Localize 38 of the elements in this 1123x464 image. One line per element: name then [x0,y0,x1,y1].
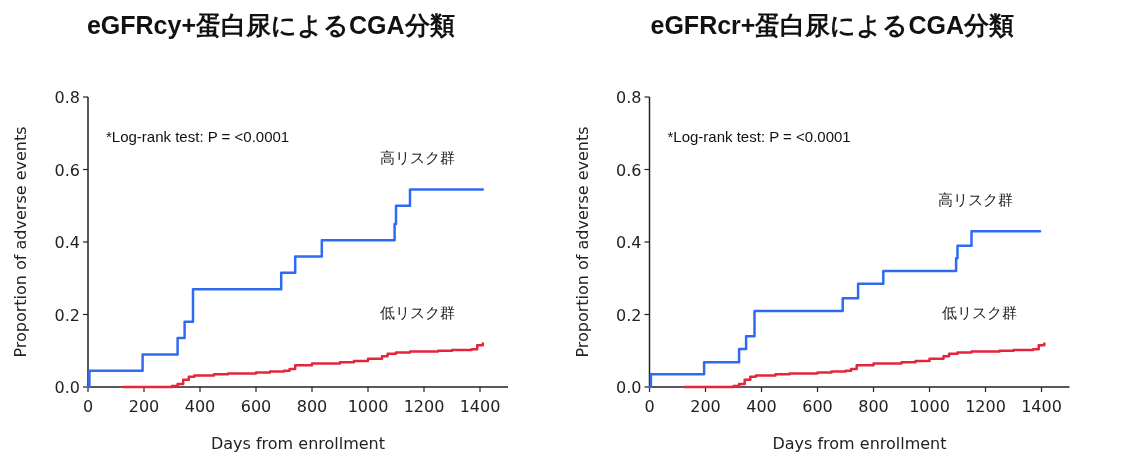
x-tick-label: 400 [184,397,216,416]
x-tick-label: 0 [644,397,655,416]
x-tick-label: 1000 [347,397,389,416]
x-axis-title: Days from enrollment [210,434,386,453]
y-tick-label: 0.0 [616,378,642,397]
x-tick-label: 0 [82,397,94,416]
chart-title: eGFRcr+蛋白尿によるCGA分類 [650,11,1014,39]
y-tick-label: 0.6 [54,160,80,180]
y-axis-title: Proportion of adverse events [11,126,30,358]
series-label: 低リスク群 [941,303,1017,321]
series-label: 低リスク群 [380,303,456,321]
annotation: *Log-rank test: P = <0.0001 [106,128,290,145]
y-tick-label: 0.4 [54,233,80,252]
x-tick-label: 1000 [909,397,950,416]
x-tick-label: 400 [746,397,777,416]
y-tick-label: 0.8 [616,88,642,107]
series-label: 高リスク群 [937,191,1013,209]
x-tick-label: 800 [858,397,889,416]
y-tick-label: 0.6 [616,160,642,180]
y-tick-label: 0.8 [54,88,80,107]
x-tick-label: 1400 [1021,397,1062,416]
x-tick-label: 600 [802,397,833,416]
x-axis-title: Days from enrollment [772,434,947,453]
x-tick-label: 1400 [459,397,501,416]
y-tick-label: 0.2 [616,305,642,325]
chart-title: eGFRcy+蛋白尿によるCGA分類 [86,11,455,39]
x-tick-label: 800 [296,397,328,416]
annotation: *Log-rank test: P = <0.0001 [667,128,851,145]
y-axis-title: Proportion of adverse events [572,126,592,358]
x-tick-label: 1200 [403,397,445,416]
series-label: 高リスク群 [380,149,456,167]
y-tick-label: 0.2 [54,305,80,325]
y-tick-label: 0.4 [616,233,642,252]
x-tick-label: 200 [128,397,160,416]
x-tick-label: 600 [240,397,272,416]
y-tick-label: 0.0 [54,378,80,397]
x-tick-label: 1200 [965,397,1006,416]
x-tick-label: 200 [690,397,721,416]
